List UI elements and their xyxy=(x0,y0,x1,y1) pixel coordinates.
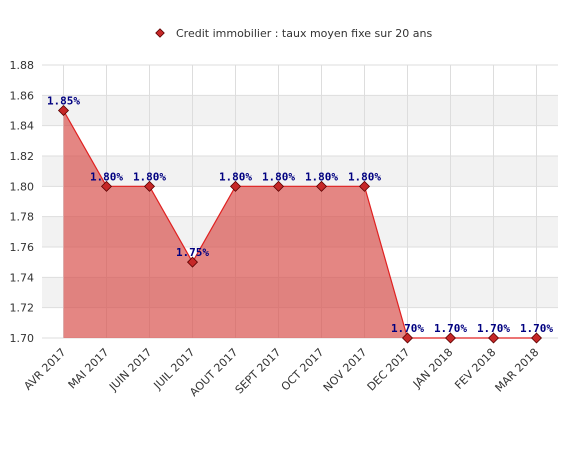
line xyxy=(62,110,537,339)
value-label: 1.70% xyxy=(520,322,553,335)
x-tick-label: AVR 2017 xyxy=(21,346,68,393)
value-label: 1.85% xyxy=(47,95,80,108)
y-tick-label: 1.76 xyxy=(10,241,35,254)
value-label: 1.70% xyxy=(434,322,467,335)
x-tick: SEPT 2017 xyxy=(233,346,284,397)
value-label: 1.80% xyxy=(262,170,295,183)
value-label: 1.80% xyxy=(348,170,381,183)
marker xyxy=(100,180,113,192)
x-tick-label: MAI 2017 xyxy=(66,346,112,392)
marker xyxy=(272,180,285,192)
x-tick: OCT 2017 xyxy=(279,346,327,394)
x-tick: FEV 2018 xyxy=(452,346,498,392)
y-tick-label: 1.78 xyxy=(10,211,35,224)
x-tick: AVR 2017 xyxy=(21,346,68,393)
x-tick-label: SEPT 2017 xyxy=(233,346,284,397)
value-label: 1.70% xyxy=(391,322,424,335)
x-tick: JAN 2018 xyxy=(410,346,455,391)
legend-marker xyxy=(155,28,165,38)
x-tick: DEC 2017 xyxy=(365,346,413,394)
x-tick-label: DEC 2017 xyxy=(365,346,413,394)
marker xyxy=(401,332,414,344)
marker xyxy=(487,332,500,344)
x-tick-label: MAR 2018 xyxy=(493,346,542,395)
y-tick-label: 1.72 xyxy=(10,302,35,315)
marker xyxy=(229,180,242,192)
legend-label: Credit immobilier : taux moyen fixe sur … xyxy=(176,27,432,40)
x-tick-label: OCT 2017 xyxy=(279,346,327,394)
x-tick-label: FEV 2018 xyxy=(452,346,498,392)
x-tick: MAR 2018 xyxy=(493,346,542,395)
marker xyxy=(444,332,457,344)
marker xyxy=(315,180,328,192)
value-label: 1.70% xyxy=(477,322,510,335)
y-tick-label: 1.88 xyxy=(10,59,35,72)
area xyxy=(63,110,537,338)
value-label: 1.75% xyxy=(176,246,209,259)
x-tick: JUIN 2017 xyxy=(106,346,154,394)
y-tick-label: 1.84 xyxy=(10,120,35,133)
grid-band xyxy=(42,95,558,126)
y-tick-label: 1.86 xyxy=(10,89,35,102)
value-label: 1.80% xyxy=(133,170,166,183)
marker xyxy=(186,256,199,268)
y-tick-label: 1.80 xyxy=(10,180,35,193)
x-tick-label: NOV 2017 xyxy=(321,346,370,395)
grid-band xyxy=(42,156,558,187)
x-tick-label: JUIN 2017 xyxy=(106,346,154,394)
marker xyxy=(358,180,371,192)
x-tick: NOV 2017 xyxy=(321,346,370,395)
marker xyxy=(530,332,543,344)
marker xyxy=(143,180,156,192)
y-tick-label: 1.82 xyxy=(10,150,35,163)
x-tick-label: JAN 2018 xyxy=(410,346,455,391)
value-label: 1.80% xyxy=(305,170,338,183)
x-tick: MAI 2017 xyxy=(66,346,112,392)
value-label: 1.80% xyxy=(219,170,252,183)
y-tick-label: 1.70 xyxy=(10,332,35,345)
marker xyxy=(57,104,70,117)
y-tick-label: 1.74 xyxy=(10,271,35,284)
value-label: 1.80% xyxy=(90,170,123,183)
